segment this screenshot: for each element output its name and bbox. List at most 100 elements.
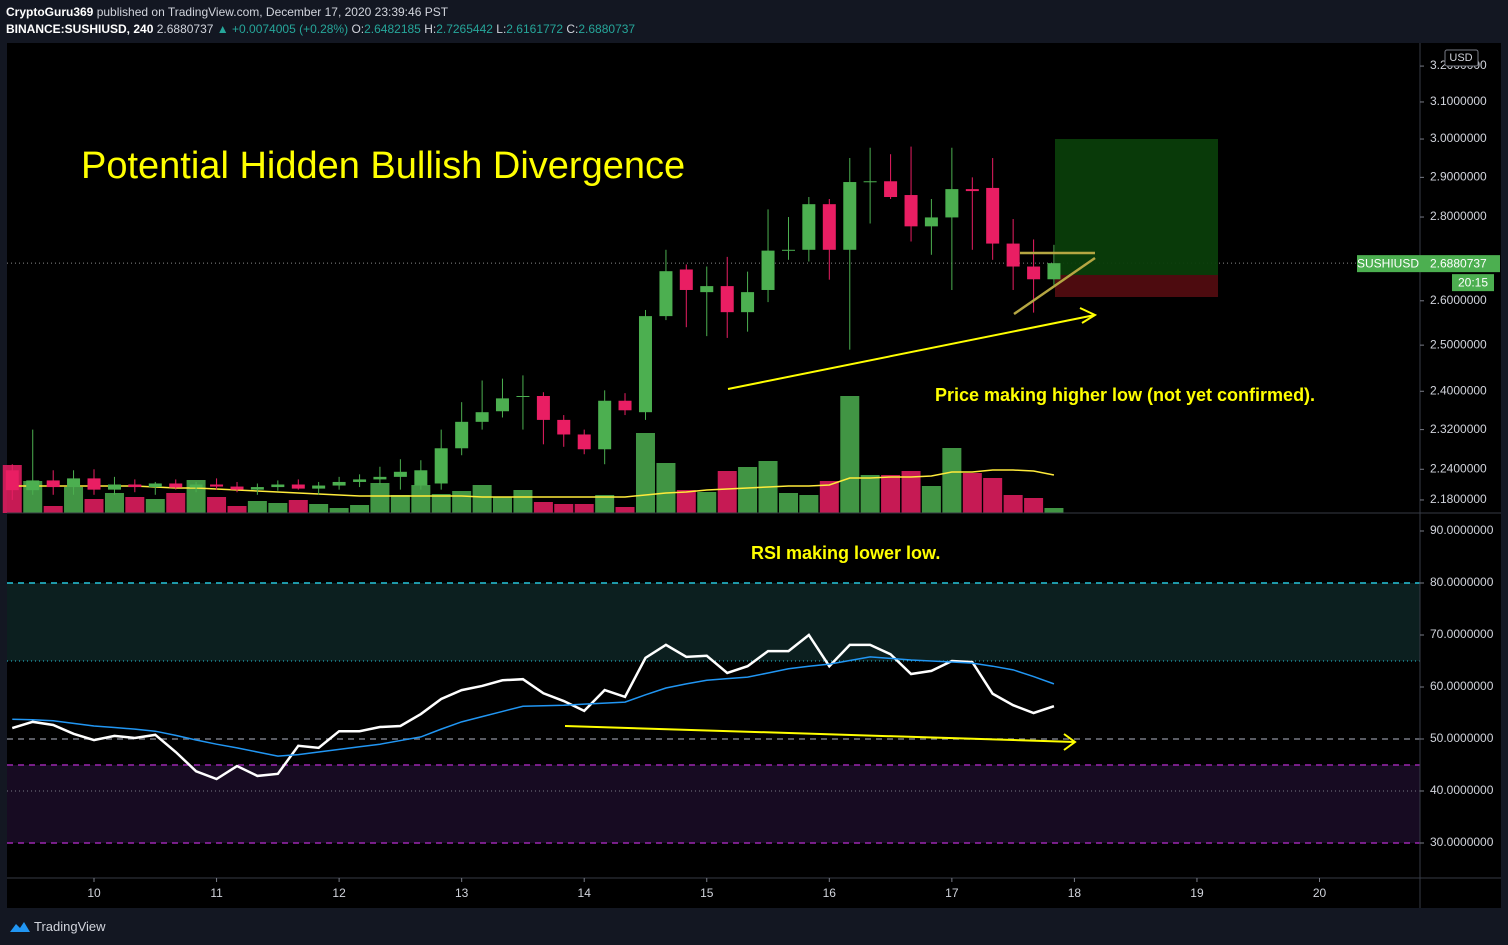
volume-bar — [921, 486, 941, 513]
volume-bar — [288, 500, 308, 513]
y-tick-label: 90.0000000 — [1430, 523, 1494, 537]
ohlc-c: C: — [566, 22, 579, 36]
rsi-line — [11, 633, 1055, 781]
candle-body — [475, 412, 489, 422]
candle-body — [373, 476, 387, 480]
ohlc-o: O: — [351, 22, 365, 36]
volume-bar — [840, 396, 860, 513]
candle-body — [863, 181, 877, 183]
volume-bar — [574, 504, 594, 513]
volume-bar — [799, 495, 819, 513]
volume-bar — [676, 490, 696, 513]
y-tick-label: 2.1800000 — [1430, 492, 1487, 506]
candle-body — [557, 419, 571, 435]
y-tick-label: 2.9000000 — [1430, 170, 1487, 184]
candle-body — [5, 470, 19, 491]
y-tick-label: 40.0000000 — [1430, 783, 1494, 797]
rsi-arrow — [564, 725, 1077, 751]
candle-body — [618, 400, 632, 411]
symbol-label: SUSHIUSD — [1357, 256, 1419, 270]
ohlc-l-value: 2.6161772 — [506, 22, 564, 36]
volume-bar — [1044, 508, 1064, 513]
candle-body — [1006, 243, 1020, 267]
volume-bar — [247, 501, 267, 513]
y-tick-label: 50.0000000 — [1430, 731, 1494, 745]
y-tick-label: 3.0000000 — [1430, 131, 1487, 145]
rsi-line — [12, 656, 1055, 757]
candle-body — [107, 484, 121, 490]
y-tick-label: 2.4000000 — [1430, 383, 1487, 397]
x-tick-label: 17 — [945, 886, 959, 900]
volume-bar — [738, 467, 758, 513]
candle-body — [577, 434, 591, 450]
candle-body — [434, 448, 448, 484]
volume-bar — [452, 491, 472, 513]
rsi-annotation: RSI making lower low. — [751, 543, 940, 563]
published: published on TradingView.com, December 1… — [96, 5, 449, 19]
volume-bar — [492, 497, 512, 513]
candle-body — [924, 217, 938, 227]
volume-bar — [125, 497, 145, 513]
symbol-badge — [1357, 255, 1420, 273]
candle-body — [679, 269, 693, 290]
volume-bar — [819, 481, 839, 513]
countdown: 20:15 — [1458, 275, 1488, 289]
candle-body — [884, 181, 898, 198]
volume-bar — [1003, 495, 1023, 513]
candle-body — [965, 189, 979, 192]
volume-bar — [513, 490, 533, 513]
candle-body — [393, 471, 407, 477]
brand: TradingView — [34, 919, 106, 934]
volume-bar — [942, 448, 962, 513]
candle-body — [332, 481, 346, 486]
y-tick-label: 80.0000000 — [1430, 575, 1494, 589]
price-badge — [1420, 255, 1500, 273]
candle-body — [904, 195, 918, 227]
header-line-1: CryptoGuru369 published on TradingView.c… — [6, 4, 635, 21]
price-label: 2.6880737 — [1430, 256, 1487, 270]
y-tick-label: 3.1000000 — [1430, 94, 1487, 108]
volume-bar — [84, 499, 104, 513]
candle-body — [700, 286, 714, 293]
volume-bar — [881, 475, 901, 513]
candle-body — [26, 480, 40, 491]
volume-bar — [595, 495, 615, 513]
y-tick-label: 2.2400000 — [1430, 461, 1487, 475]
x-tick-label: 10 — [87, 886, 101, 900]
candle-body — [761, 250, 775, 290]
x-tick-label: 15 — [700, 886, 714, 900]
volume-bar — [697, 492, 717, 513]
currency-badge — [1444, 49, 1479, 67]
volume-bar — [779, 493, 799, 513]
price-annotation: Price making higher low (not yet confirm… — [935, 385, 1315, 405]
header: CryptoGuru369 published on TradingView.c… — [6, 4, 635, 38]
candle-body — [291, 484, 305, 489]
candle-body — [822, 204, 836, 250]
candle-body — [271, 484, 285, 488]
position-stop — [1055, 275, 1218, 297]
candle-body — [1047, 263, 1061, 280]
candle-body — [802, 204, 816, 250]
brand-logo — [10, 922, 30, 932]
chart: 3.20000003.10000003.00000002.90000002.80… — [2, 43, 1501, 908]
ohlc-h-value: 2.7265442 — [436, 22, 493, 36]
y-tick-label: 2.5000000 — [1430, 337, 1487, 351]
y-tick-label: 2.6000000 — [1430, 293, 1487, 307]
candle-body — [87, 478, 101, 490]
position-target — [1055, 139, 1218, 275]
candle-body — [720, 286, 734, 313]
volume-bar — [390, 495, 410, 513]
header-line-2: BINANCE:SUSHIUSD, 240 2.6880737 ▲ +0.007… — [6, 21, 635, 38]
volume-bar — [717, 471, 737, 513]
band-fill — [7, 582, 1420, 661]
candle-body — [843, 182, 857, 250]
currency: USD — [1449, 52, 1472, 64]
y-tick-label: 2.3200000 — [1430, 422, 1487, 436]
volume-bar — [43, 506, 63, 513]
candle-body — [782, 249, 796, 251]
volume-bar — [309, 504, 329, 513]
candle-body — [659, 271, 673, 317]
volume-bar — [411, 485, 431, 513]
candle-body — [353, 479, 367, 482]
